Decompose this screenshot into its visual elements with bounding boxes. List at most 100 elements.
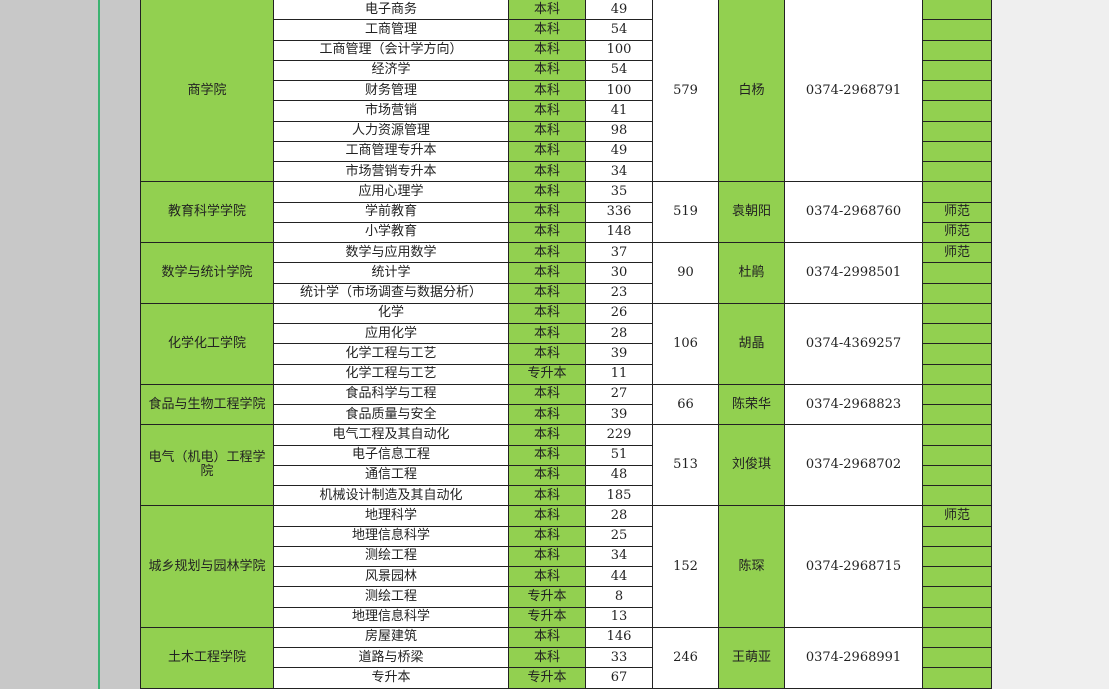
level-cell[interactable]: 本科 — [508, 0, 586, 21]
note-cell[interactable] — [922, 606, 992, 628]
major-cell[interactable]: 工商管理（会计学方向） — [273, 39, 509, 61]
count-cell[interactable]: 26 — [585, 302, 653, 325]
note-cell[interactable] — [922, 626, 992, 649]
major-cell[interactable]: 财务管理 — [273, 79, 509, 102]
count-cell[interactable]: 44 — [585, 565, 653, 588]
note-cell[interactable] — [922, 322, 992, 345]
count-cell[interactable]: 25 — [585, 525, 653, 547]
count-cell[interactable]: 23 — [585, 282, 653, 304]
major-cell[interactable]: 地理科学 — [273, 505, 509, 527]
count-cell[interactable]: 34 — [585, 545, 653, 568]
major-cell[interactable]: 数学与应用数学 — [273, 241, 509, 264]
count-cell[interactable]: 49 — [585, 140, 653, 163]
level-cell[interactable]: 本科 — [508, 282, 586, 304]
count-cell[interactable]: 30 — [585, 262, 653, 284]
major-cell[interactable]: 经济学 — [273, 59, 509, 82]
total-cell[interactable]: 519 — [652, 181, 719, 243]
contact-cell[interactable]: 陈荣华 — [718, 383, 785, 426]
contact-cell[interactable]: 白杨 — [718, 0, 785, 183]
note-cell[interactable] — [922, 444, 992, 466]
major-cell[interactable]: 地理信息科学 — [273, 606, 509, 628]
note-cell[interactable] — [922, 403, 992, 426]
phone-cell[interactable]: 0374-2998501 — [784, 242, 923, 304]
note-cell[interactable] — [922, 565, 992, 588]
note-cell[interactable] — [922, 59, 992, 82]
count-cell[interactable]: 98 — [585, 120, 653, 142]
college-cell[interactable]: 教育科学学院 — [140, 181, 274, 243]
phone-cell[interactable]: 0374-2968702 — [784, 424, 923, 507]
college-cell[interactable]: 电气（机电）工程学院 — [140, 424, 274, 507]
count-cell[interactable]: 33 — [585, 646, 653, 669]
level-cell[interactable]: 本科 — [508, 201, 586, 223]
level-cell[interactable]: 本科 — [508, 383, 586, 406]
major-cell[interactable]: 小学教育 — [273, 221, 509, 244]
major-cell[interactable]: 专升本 — [273, 667, 509, 689]
count-cell[interactable]: 100 — [585, 39, 653, 61]
count-cell[interactable]: 229 — [585, 424, 653, 446]
count-cell[interactable]: 8 — [585, 586, 653, 608]
level-cell[interactable]: 本科 — [508, 484, 586, 507]
level-cell[interactable]: 本科 — [508, 160, 586, 183]
count-cell[interactable]: 67 — [585, 667, 653, 689]
note-cell[interactable] — [922, 282, 992, 304]
count-cell[interactable]: 39 — [585, 343, 653, 365]
major-cell[interactable]: 电子商务 — [273, 0, 509, 21]
college-cell[interactable]: 食品与生物工程学院 — [140, 383, 274, 426]
note-cell[interactable] — [922, 120, 992, 142]
college-cell[interactable]: 化学化工学院 — [140, 302, 274, 385]
count-cell[interactable]: 48 — [585, 464, 653, 487]
total-cell[interactable]: 579 — [652, 0, 719, 183]
major-cell[interactable]: 人力资源管理 — [273, 120, 509, 142]
total-cell[interactable]: 246 — [652, 626, 719, 689]
note-cell[interactable] — [922, 343, 992, 365]
major-cell[interactable]: 风景园林 — [273, 565, 509, 588]
level-cell[interactable]: 本科 — [508, 545, 586, 568]
phone-cell[interactable]: 0374-2968791 — [784, 0, 923, 183]
count-cell[interactable]: 49 — [585, 0, 653, 21]
count-cell[interactable]: 28 — [585, 505, 653, 527]
contact-cell[interactable]: 胡晶 — [718, 302, 785, 385]
note-cell[interactable]: 师范 — [922, 201, 992, 223]
level-cell[interactable]: 本科 — [508, 181, 586, 203]
count-cell[interactable]: 27 — [585, 383, 653, 406]
major-cell[interactable]: 地理信息科学 — [273, 525, 509, 547]
level-cell[interactable]: 本科 — [508, 59, 586, 82]
level-cell[interactable]: 本科 — [508, 646, 586, 669]
level-cell[interactable]: 本科 — [508, 140, 586, 163]
major-cell[interactable]: 市场营销 — [273, 100, 509, 122]
count-cell[interactable]: 41 — [585, 100, 653, 122]
note-cell[interactable] — [922, 19, 992, 41]
note-cell[interactable]: 师范 — [922, 221, 992, 244]
major-cell[interactable]: 电子信息工程 — [273, 444, 509, 466]
count-cell[interactable]: 336 — [585, 201, 653, 223]
count-cell[interactable]: 100 — [585, 79, 653, 102]
level-cell[interactable]: 本科 — [508, 302, 586, 325]
contact-cell[interactable]: 陈琛 — [718, 505, 785, 628]
level-cell[interactable]: 本科 — [508, 403, 586, 426]
note-cell[interactable] — [922, 363, 992, 385]
level-cell[interactable]: 本科 — [508, 424, 586, 446]
level-cell[interactable]: 本科 — [508, 100, 586, 122]
note-cell[interactable] — [922, 586, 992, 608]
phone-cell[interactable]: 0374-4369257 — [784, 302, 923, 385]
level-cell[interactable]: 本科 — [508, 241, 586, 264]
count-cell[interactable]: 54 — [585, 59, 653, 82]
contact-cell[interactable]: 王萌亚 — [718, 626, 785, 689]
count-cell[interactable]: 37 — [585, 241, 653, 264]
major-cell[interactable]: 化学 — [273, 302, 509, 325]
phone-cell[interactable]: 0374-2968991 — [784, 626, 923, 689]
major-cell[interactable]: 学前教育 — [273, 201, 509, 223]
count-cell[interactable]: 148 — [585, 221, 653, 244]
major-cell[interactable]: 机械设计制造及其自动化 — [273, 484, 509, 507]
major-cell[interactable]: 测绘工程 — [273, 545, 509, 568]
note-cell[interactable] — [922, 262, 992, 284]
level-cell[interactable]: 本科 — [508, 343, 586, 365]
phone-cell[interactable]: 0374-2968823 — [784, 383, 923, 426]
total-cell[interactable]: 513 — [652, 424, 719, 507]
note-cell[interactable] — [922, 0, 992, 21]
level-cell[interactable]: 专升本 — [508, 363, 586, 385]
count-cell[interactable]: 28 — [585, 322, 653, 345]
note-cell[interactable]: 师范 — [922, 505, 992, 527]
college-cell[interactable]: 城乡规划与园林学院 — [140, 505, 274, 628]
major-cell[interactable]: 工商管理专升本 — [273, 140, 509, 163]
